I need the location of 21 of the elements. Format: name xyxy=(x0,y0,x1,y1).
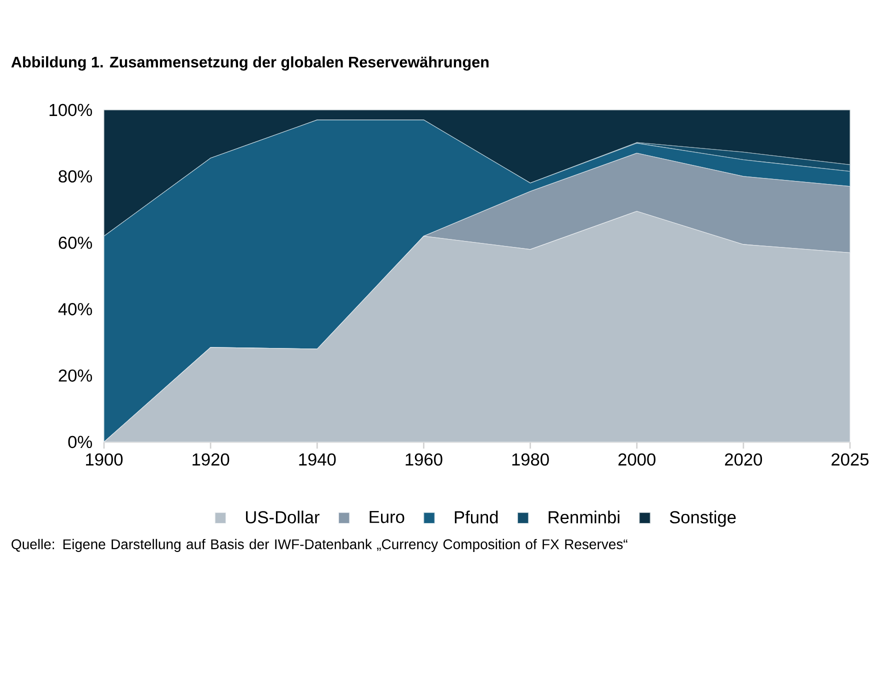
chart-title: Abbildung 1. Zusammensetzung der globalen Reservewährungen xyxy=(11,56,489,71)
x-tick-label: 1920 xyxy=(192,453,230,466)
x-tick-label: 1980 xyxy=(512,453,549,466)
source-note: Quelle: Eigene Darstellung auf Basis der IWF-Datenbank „Currency Composition of FX Reserves“ xyxy=(12,538,628,552)
y-tick-label: 0% xyxy=(68,436,92,448)
x-tick-label: 1900 xyxy=(86,453,123,466)
legend-label: Renminbi xyxy=(548,510,620,524)
y-tick-label: 60% xyxy=(58,236,92,249)
y-tick-label: 40% xyxy=(58,303,92,316)
x-tick-label: 1940 xyxy=(299,453,336,466)
legend-label: US-Dollar xyxy=(246,510,320,524)
x-tick-label: 2025 xyxy=(832,453,869,466)
legend-label: Sonstige xyxy=(670,510,736,527)
x-tick-label: 2000 xyxy=(618,453,656,466)
legend-label: Pfund xyxy=(454,510,498,524)
x-tick-label: 2020 xyxy=(725,453,762,466)
y-tick-label: 100% xyxy=(50,104,92,116)
x-tick-label: 1960 xyxy=(406,453,442,466)
y-tick-label: 80% xyxy=(58,170,92,183)
legend-label: Euro xyxy=(370,510,404,524)
y-tick-label: 20% xyxy=(58,369,92,382)
